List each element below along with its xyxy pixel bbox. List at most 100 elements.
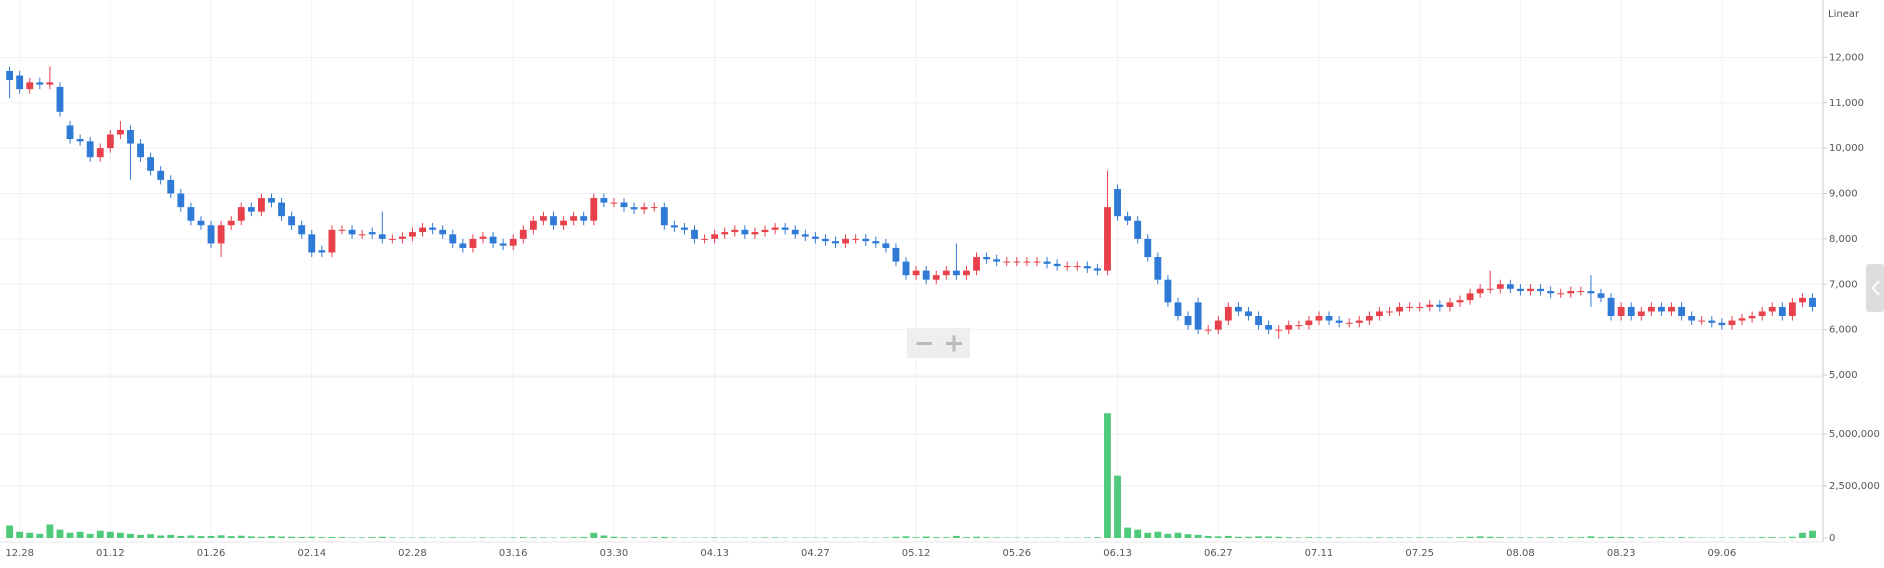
candle-body [1205,330,1212,331]
volume-bar [661,537,668,538]
volume-bar [1416,537,1423,538]
volume-bar [600,536,607,538]
candle-body [1426,305,1433,307]
volume-bar [67,533,74,538]
volume-bar [97,531,104,538]
volume-bar [1275,537,1282,538]
volume-bar [1326,537,1333,538]
candle-body [772,228,779,230]
volume-bar [1668,537,1675,538]
volume-bar [1426,537,1433,538]
side-tab[interactable] [1866,264,1884,312]
candle-body [1718,323,1725,325]
volume-bar [651,537,658,538]
y-tick-label: 7,000 [1829,279,1858,290]
candle-body [147,157,154,171]
side-tab-bg [1866,264,1884,312]
volume-bar [963,537,970,538]
volume-bar [1265,537,1272,538]
candle-body [1144,239,1151,257]
volume-bar [510,537,517,538]
candle-body [379,234,386,239]
volume-bar [339,537,346,538]
candle-body [1265,325,1272,330]
volume-bar [1789,537,1796,538]
candle-body [1013,262,1020,263]
volume-bar [1386,537,1393,538]
x-tick-label: 02.28 [398,548,427,559]
volume-bar [419,537,426,538]
volume-bar [1809,531,1816,538]
candle-body [1003,262,1010,263]
candle-body [882,243,889,248]
volume-bar [1648,537,1655,538]
candle-body [278,203,285,217]
candle-body [1336,321,1343,323]
volume-bar [1678,537,1685,538]
volume-bar [1547,537,1554,538]
volume-bar [87,534,94,538]
volume-bar [1316,537,1323,538]
candle-body [177,194,184,208]
candle-body [1114,189,1121,216]
candle-body [1245,311,1252,316]
volume-bar [933,537,940,538]
candle-body [1034,262,1041,263]
candle-body [711,234,718,239]
x-tick-label: 04.13 [700,548,729,559]
candle-body [1235,307,1242,312]
candle-body [1044,262,1051,264]
volume-bar [77,532,84,538]
candle-body [741,230,748,235]
candle-body [1769,307,1776,312]
candle-body [1608,298,1615,316]
volume-bar [631,537,638,538]
candle-body [1074,266,1081,267]
candle-body [167,180,174,194]
candle-body [208,225,215,243]
volume-bar [1557,537,1564,538]
candle-body [1577,291,1584,292]
candle-body [288,216,295,225]
candle-body [1094,268,1101,270]
candle-body [1406,307,1413,308]
candle-body [1064,266,1071,267]
volume-bar [308,537,315,538]
x-tick-label: 08.08 [1506,548,1535,559]
volume-bar [1769,537,1776,538]
volume-bar [520,537,527,538]
candle-body [752,232,759,234]
volume-bar [167,535,174,538]
candle-body [600,198,607,203]
volume-bar [6,526,13,538]
candle-body [812,237,819,239]
candle-body [943,271,950,276]
candle-body [1124,216,1131,221]
candle-body [339,230,346,231]
candle-body [1628,307,1635,316]
volume-bar [1285,537,1292,538]
candle-body [1457,300,1464,302]
volume-bar [1215,536,1222,538]
volume-bar [943,537,950,538]
candle-body [691,230,698,239]
candle-body [157,171,164,180]
candle-body [641,207,648,209]
volume-bar [1195,535,1202,538]
volume-bar [1094,537,1101,538]
volume-bar [127,534,134,538]
volume-bar [1779,537,1786,538]
candle-body [1799,298,1806,303]
zoom-out[interactable] [916,342,932,345]
volume-bar [1497,537,1504,538]
candle-body [903,262,910,276]
volume-bar [57,530,64,538]
volume-bar [36,534,43,538]
candle-body [1547,291,1554,293]
volume-bar [117,533,124,538]
candle-body [1185,316,1192,325]
volume-bar [1598,537,1605,538]
volume-bar [1225,536,1232,538]
candle-body [1386,311,1393,312]
candle-body [1708,321,1715,323]
